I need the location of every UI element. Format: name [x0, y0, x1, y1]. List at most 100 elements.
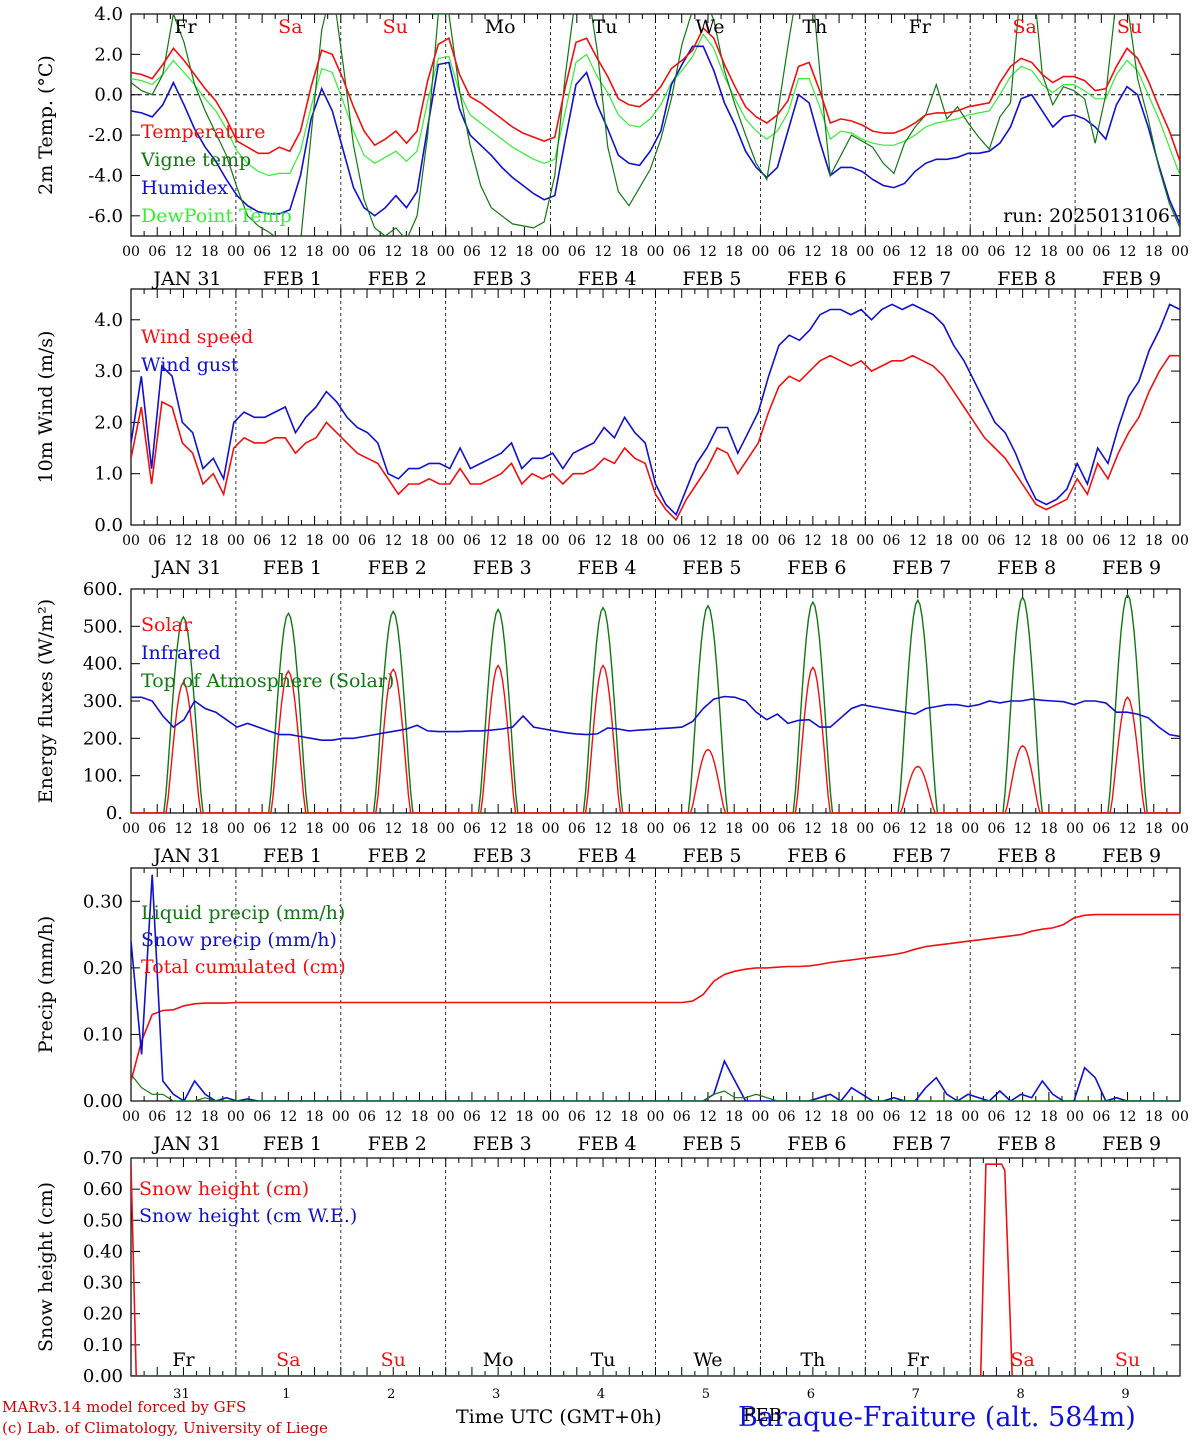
snow-y-axis-label: Snow height (cm): [35, 1182, 57, 1352]
precip-series-line: [131, 913, 1180, 1082]
wind-hour-label: 12: [699, 533, 717, 549]
snow-legend-0: Snow height (cm): [139, 1178, 309, 1200]
wind-hour-label: 00: [542, 533, 560, 549]
precip-hour-label: 06: [463, 1109, 481, 1125]
temp-hour-label: 00: [856, 244, 874, 260]
temp-date-label: FEB 1: [263, 268, 322, 290]
wind-plot-area: [131, 303, 1180, 522]
wind-hour-label: 00: [1066, 533, 1084, 549]
day-name-bottom: Sa: [1010, 1349, 1034, 1371]
run-label: run: 2025013106: [1003, 205, 1170, 227]
temp-legend-0: Temperature: [141, 121, 265, 143]
wind-hour-label: 12: [1014, 533, 1032, 549]
temp-series-line: [131, 26, 1180, 162]
day-name-top: Tu: [593, 16, 618, 38]
energy-hour-label: 18: [935, 821, 953, 837]
wind-hour-label: 00: [751, 533, 769, 549]
energy-hour-label: 06: [253, 821, 271, 837]
day-name-bottom: Sa: [276, 1349, 300, 1371]
temp-series-line: [131, 45, 1180, 225]
wind-legend-1: Wind gust: [141, 354, 239, 376]
precip-hour-label: 06: [253, 1109, 271, 1125]
day-name-bottom: Mo: [483, 1349, 514, 1371]
precip-hour-label: 00: [122, 1109, 140, 1125]
precip-hour-label: 18: [1145, 1109, 1163, 1125]
precip-series-line: [131, 874, 1180, 1101]
energy-legend-1: Infrared: [141, 642, 221, 664]
energy-hour-label: 00: [332, 821, 350, 837]
wind-hour-label: 00: [122, 533, 140, 549]
wind-hour-label: 18: [515, 533, 533, 549]
day-number-bottom: 4: [597, 1387, 605, 1402]
temp-hour-label: 00: [647, 244, 665, 260]
temp-y-tick-label: 0.0: [94, 85, 123, 106]
energy-legend-0: Solar: [141, 614, 193, 636]
energy-date-label: JAN 31: [151, 845, 221, 867]
energy-hour-label: 06: [988, 821, 1006, 837]
precip-hour-label: 12: [804, 1109, 822, 1125]
temp-hour-label: 06: [463, 244, 481, 260]
energy-hour-label: 06: [673, 821, 691, 837]
energy-hour-label: 00: [122, 821, 140, 837]
temp-hour-label: 06: [988, 244, 1006, 260]
snow-y-tick-label: 0.00: [83, 1366, 123, 1387]
wind-hour-label: 06: [1092, 533, 1110, 549]
precip-hour-label: 06: [883, 1109, 901, 1125]
day-name-bottom: Su: [1115, 1349, 1140, 1371]
temp-hour-label: 06: [358, 244, 376, 260]
energy-hour-label: 06: [148, 821, 166, 837]
temp-hour-label: 12: [909, 244, 927, 260]
temp-hour-label: 06: [568, 244, 586, 260]
energy-y-tick-label: 0.: [106, 803, 123, 824]
temp-date-label: FEB 8: [997, 268, 1056, 290]
day-name-top: Th: [802, 16, 827, 38]
energy-hour-label: 06: [883, 821, 901, 837]
day-number-bottom: 3: [492, 1387, 500, 1402]
energy-date-label: FEB 8: [997, 845, 1056, 867]
wind-hour-label: 00: [227, 533, 245, 549]
temp-legend-2: Humidex: [141, 177, 228, 199]
temp-hour-label: 18: [306, 244, 324, 260]
temp-hour-label: 12: [279, 244, 297, 260]
energy-y-tick-label: 400.: [83, 654, 123, 675]
energy-hour-label: 18: [306, 821, 324, 837]
temp-hour-label: 18: [830, 244, 848, 260]
precip-date-label: FEB 2: [368, 1133, 427, 1155]
temp-y-tick-label: 2.0: [94, 44, 123, 65]
temp-date-label: FEB 6: [787, 268, 846, 290]
temp-hour-label: 06: [148, 244, 166, 260]
snow-y-tick-label: 0.40: [83, 1241, 123, 1262]
temp-hour-label: 18: [725, 244, 743, 260]
wind-hour-label: 18: [935, 533, 953, 549]
energy-date-label: FEB 2: [368, 845, 427, 867]
energy-y-tick-label: 200.: [83, 728, 123, 749]
energy-hour-label: 18: [1040, 821, 1058, 837]
temp-y-tick-label: -4.0: [88, 165, 123, 186]
precip-hour-label: 18: [1040, 1109, 1058, 1125]
wind-hour-label: 18: [201, 533, 219, 549]
wind-hour-label: 06: [778, 533, 796, 549]
wind-date-label: FEB 2: [368, 557, 427, 579]
wind-y-tick-label: 3.0: [94, 361, 123, 382]
temp-hour-label: 18: [1040, 244, 1058, 260]
overlap-label: FEB: [743, 1405, 782, 1426]
wind-hour-label: 12: [489, 533, 507, 549]
temp-hour-label: 06: [1092, 244, 1110, 260]
energy-y-tick-label: 300.: [83, 691, 123, 712]
day-number-bottom: 9: [1121, 1387, 1129, 1402]
energy-date-label: FEB 5: [682, 845, 741, 867]
energy-y-axis-label: Energy fluxes (W/m²): [35, 599, 57, 803]
energy-hour-label: 12: [699, 821, 717, 837]
wind-hour-label: 12: [804, 533, 822, 549]
temp-hour-label: 00: [751, 244, 769, 260]
wind-hour-label: 06: [358, 533, 376, 549]
energy-hour-label: 18: [411, 821, 429, 837]
temp-hour-label: 12: [699, 244, 717, 260]
station-name: Baraque-Fraiture (alt. 584m): [738, 1402, 1136, 1433]
temp-hour-label: 18: [411, 244, 429, 260]
temp-hour-label: 00: [122, 244, 140, 260]
energy-hour-label: 00: [227, 821, 245, 837]
wind-hour-label: 12: [384, 533, 402, 549]
temp-hour-label: 12: [489, 244, 507, 260]
energy-hour-label: 18: [1145, 821, 1163, 837]
